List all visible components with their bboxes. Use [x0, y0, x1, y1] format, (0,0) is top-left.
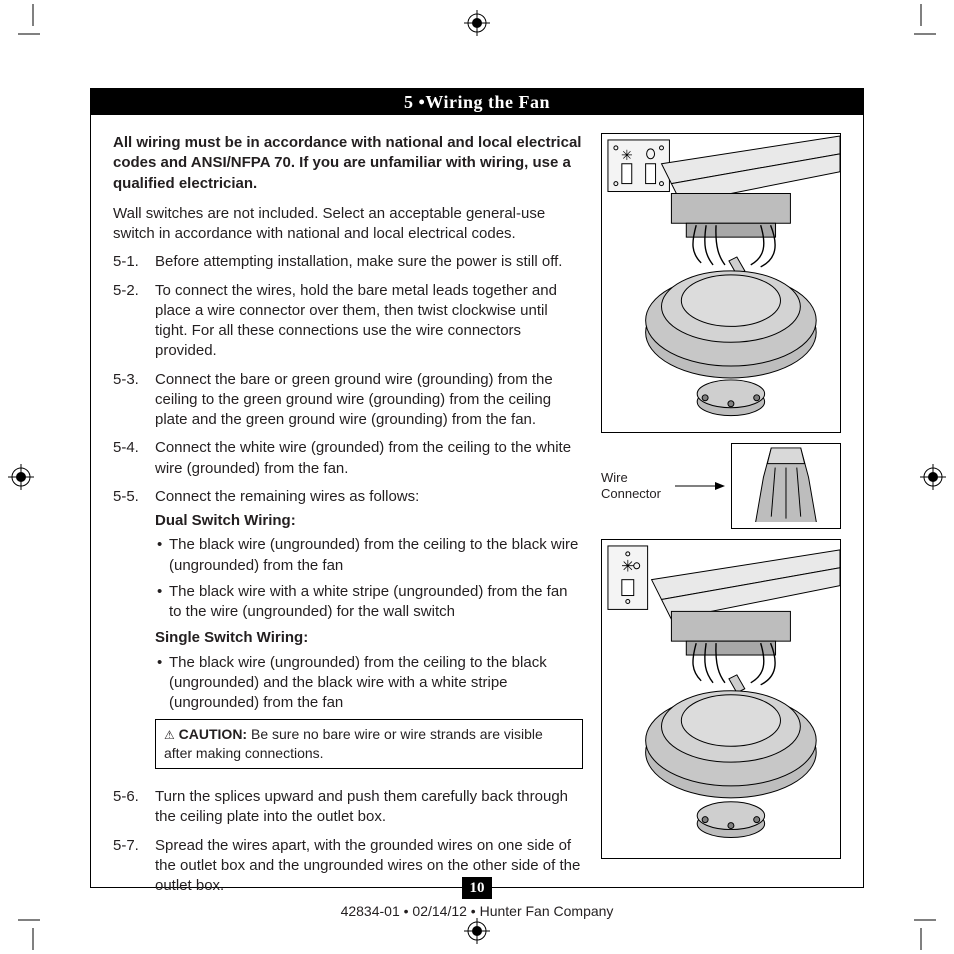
step-list: 5-1. Before attempting installation, mak… [113, 252, 583, 896]
step-text: Turn the splices upward and push them ca… [155, 787, 583, 828]
crop-mark-bottom-left [18, 910, 48, 950]
callout-arrow-icon [675, 476, 725, 496]
svg-text:✳: ✳ [621, 559, 634, 576]
dual-switch-heading: Dual Switch Wiring: [155, 511, 583, 531]
diagram-svg [732, 444, 840, 523]
figure-dual-switch-wiring: ✳ [601, 133, 841, 433]
step-text: Spread the wires apart, with the grounde… [155, 836, 583, 897]
step-number: 5-6. [113, 787, 147, 828]
step-number: 5-5. [113, 487, 147, 779]
step-body: Connect the remaining wires as follows: … [155, 487, 583, 779]
step-5-3: 5-3. Connect the bare or green ground wi… [113, 370, 583, 431]
step-text: To connect the wires, hold the bare meta… [155, 281, 583, 362]
figure-wire-connector [731, 443, 841, 530]
step-number: 5-7. [113, 836, 147, 897]
bullet-item: The black wire (ungrounded) from the cei… [155, 653, 583, 714]
step-5-2: 5-2. To connect the wires, hold the bare… [113, 281, 583, 362]
section-header: 5 •Wiring the Fan [91, 89, 863, 115]
step-number: 5-1. [113, 252, 147, 272]
bullet-item: The black wire (ungrounded) from the cei… [155, 535, 583, 576]
step-number: 5-4. [113, 438, 147, 479]
figure-column: ✳ [597, 133, 841, 904]
step-text: Connect the white wire (grounded) from t… [155, 438, 583, 479]
wire-connector-label: Wire Connector [601, 470, 671, 501]
step-5-6: 5-6. Turn the splices upward and push th… [113, 787, 583, 828]
registration-mark-left [8, 464, 34, 490]
intro-bold: All wiring must be in accordance with na… [113, 133, 583, 194]
step-number: 5-3. [113, 370, 147, 431]
step-5-7: 5-7. Spread the wires apart, with the gr… [113, 836, 583, 897]
crop-mark-bottom-right [906, 910, 936, 950]
text-column: All wiring must be in accordance with na… [113, 133, 583, 904]
bullet-item: The black wire with a white stripe (ungr… [155, 582, 583, 623]
diagram-svg: ✳ [602, 134, 840, 432]
figure-single-switch-wiring: ✳ [601, 539, 841, 858]
registration-mark-bottom [464, 918, 490, 944]
crop-mark-top-right [906, 4, 936, 44]
step-text: Connect the remaining wires as follows: [155, 487, 583, 507]
caution-prefix: CAUTION: [179, 726, 247, 742]
warning-icon: ⚠ [164, 728, 175, 742]
step-text: Before attempting installation, make sur… [155, 252, 583, 272]
single-switch-bullets: The black wire (ungrounded) from the cei… [155, 653, 583, 714]
step-5-4: 5-4. Connect the white wire (grounded) f… [113, 438, 583, 479]
sheet: 5 •Wiring the Fan All wiring must be in … [0, 0, 954, 954]
caution-box: ⚠ CAUTION: Be sure no bare wire or wire … [155, 719, 583, 769]
step-number: 5-2. [113, 281, 147, 362]
section-title: Wiring the Fan [425, 92, 550, 112]
intro-paragraph: Wall switches are not included. Select a… [113, 204, 583, 245]
page-frame: 5 •Wiring the Fan All wiring must be in … [90, 88, 864, 888]
section-number: 5 [404, 92, 414, 112]
content-area: All wiring must be in accordance with na… [91, 115, 863, 904]
page-number-badge: 10 [462, 877, 492, 899]
registration-mark-top [464, 10, 490, 36]
step-5-1: 5-1. Before attempting installation, mak… [113, 252, 583, 272]
single-switch-heading: Single Switch Wiring: [155, 628, 583, 648]
diagram-svg: ✳ [602, 540, 840, 857]
step-5-5: 5-5. Connect the remaining wires as foll… [113, 487, 583, 779]
footer-text: 42834-01 • 02/14/12 • Hunter Fan Company [91, 902, 863, 921]
svg-text:✳: ✳ [621, 147, 633, 163]
crop-mark-top-left [18, 4, 48, 44]
registration-mark-right [920, 464, 946, 490]
wire-connector-row: Wire Connector [601, 443, 841, 530]
dual-switch-bullets: The black wire (ungrounded) from the cei… [155, 535, 583, 622]
step-text: Connect the bare or green ground wire (g… [155, 370, 583, 431]
